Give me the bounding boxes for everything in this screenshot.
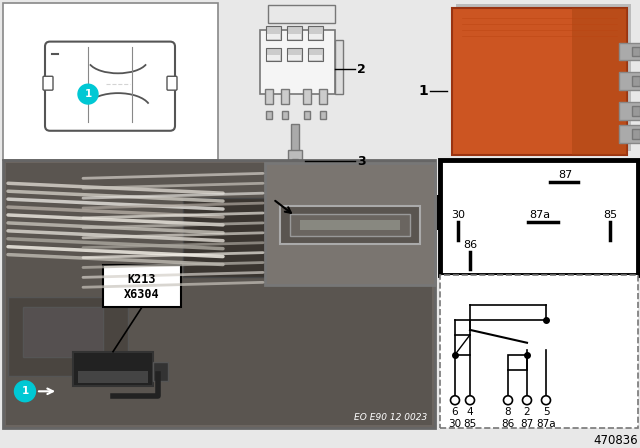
FancyBboxPatch shape xyxy=(43,76,53,90)
Text: 87: 87 xyxy=(520,419,534,429)
Text: EO E90 12 0023: EO E90 12 0023 xyxy=(354,413,427,422)
Bar xyxy=(292,159,298,175)
Bar xyxy=(260,30,335,94)
Bar xyxy=(266,111,272,119)
Bar xyxy=(287,47,302,61)
Bar xyxy=(3,160,435,428)
Bar xyxy=(303,89,311,104)
Text: 87a: 87a xyxy=(536,419,556,429)
Bar xyxy=(619,102,640,120)
Text: 87: 87 xyxy=(558,170,572,181)
Text: 2: 2 xyxy=(524,407,531,417)
Bar xyxy=(619,125,640,142)
Bar xyxy=(300,220,400,230)
Bar xyxy=(268,5,335,23)
Bar xyxy=(308,26,323,39)
Circle shape xyxy=(522,396,531,405)
Bar xyxy=(632,106,640,116)
Text: 6: 6 xyxy=(452,407,458,417)
Bar xyxy=(281,89,289,104)
Bar xyxy=(265,164,435,285)
Text: 1: 1 xyxy=(84,89,92,99)
Circle shape xyxy=(78,84,98,104)
Bar xyxy=(456,4,631,151)
Circle shape xyxy=(465,396,474,405)
Bar xyxy=(280,206,420,244)
Text: 30: 30 xyxy=(449,419,461,429)
Text: 86: 86 xyxy=(501,419,515,429)
Bar xyxy=(619,72,640,90)
Text: 470836: 470836 xyxy=(593,435,638,448)
Bar xyxy=(632,76,640,86)
Bar xyxy=(304,111,310,119)
Bar xyxy=(288,34,301,39)
Bar xyxy=(426,195,440,230)
Bar xyxy=(308,47,323,61)
Bar xyxy=(267,34,280,39)
Bar xyxy=(153,362,168,381)
Bar xyxy=(183,198,283,277)
Text: 2: 2 xyxy=(357,63,365,76)
Text: 30: 30 xyxy=(451,210,465,220)
Bar xyxy=(8,297,128,376)
Text: 85: 85 xyxy=(603,210,617,220)
Bar xyxy=(78,371,148,383)
Bar xyxy=(572,8,627,155)
Bar xyxy=(265,89,273,104)
Bar xyxy=(319,89,327,104)
Circle shape xyxy=(451,396,460,405)
Bar xyxy=(267,56,280,60)
Bar xyxy=(103,266,181,307)
Bar xyxy=(73,352,153,386)
Text: K213: K213 xyxy=(128,273,156,286)
Text: 85: 85 xyxy=(463,419,477,429)
Bar xyxy=(3,3,218,160)
Bar xyxy=(632,129,640,139)
Bar xyxy=(638,195,640,230)
Circle shape xyxy=(504,396,513,405)
Text: X6304: X6304 xyxy=(124,288,160,301)
Bar xyxy=(309,34,322,39)
Bar xyxy=(335,39,343,94)
Bar xyxy=(266,47,281,61)
Bar xyxy=(455,335,470,355)
Text: 1: 1 xyxy=(419,84,428,98)
Bar xyxy=(452,8,627,155)
Circle shape xyxy=(15,381,35,402)
Text: 5: 5 xyxy=(543,407,549,417)
Bar xyxy=(290,214,410,236)
Bar xyxy=(266,26,281,39)
FancyBboxPatch shape xyxy=(167,76,177,90)
Bar xyxy=(288,150,302,161)
Text: 8: 8 xyxy=(505,407,511,417)
Bar xyxy=(23,307,103,357)
Bar xyxy=(320,111,326,119)
Bar xyxy=(440,160,638,276)
Bar xyxy=(440,276,638,428)
Bar xyxy=(287,26,302,39)
Text: 86: 86 xyxy=(463,240,477,250)
Bar xyxy=(619,43,640,60)
Text: 87a: 87a xyxy=(529,210,550,220)
Bar xyxy=(508,355,527,370)
Text: 1: 1 xyxy=(21,386,29,396)
Bar xyxy=(282,111,288,119)
Bar xyxy=(291,124,299,151)
FancyBboxPatch shape xyxy=(45,42,175,131)
Text: 4: 4 xyxy=(467,407,474,417)
Circle shape xyxy=(541,396,550,405)
Bar xyxy=(6,164,432,425)
Text: 3: 3 xyxy=(357,155,365,168)
Bar xyxy=(309,56,322,60)
Bar xyxy=(288,56,301,60)
Bar xyxy=(632,47,640,56)
